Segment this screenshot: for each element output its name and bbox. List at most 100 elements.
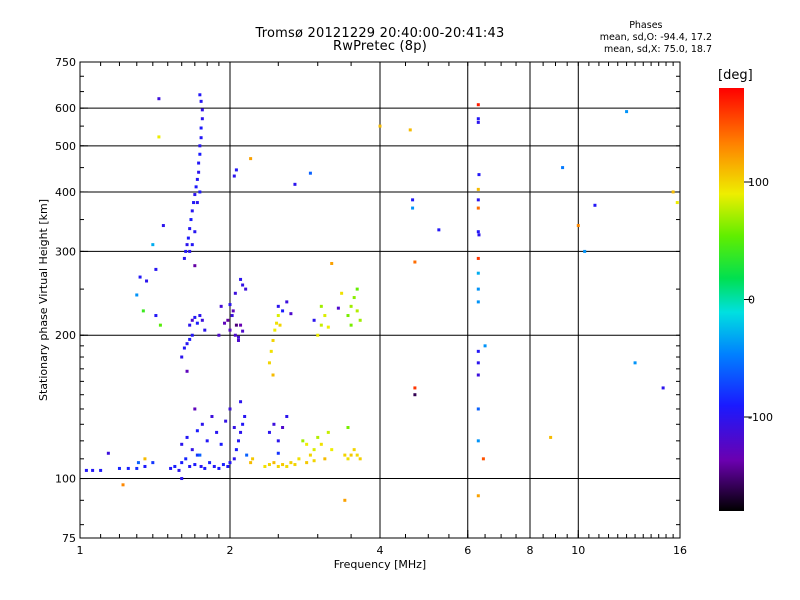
- colorbar-unit: [deg]: [718, 68, 753, 83]
- data-point: [193, 407, 197, 411]
- data-point: [135, 466, 139, 470]
- x-tick-label: 10: [571, 544, 585, 557]
- data-point: [188, 323, 192, 327]
- data-point: [346, 457, 350, 461]
- data-point: [210, 414, 214, 418]
- data-point: [476, 230, 480, 234]
- data-point: [188, 337, 192, 341]
- data-point: [236, 338, 240, 342]
- data-point: [312, 459, 316, 463]
- data-point: [198, 453, 202, 457]
- data-point: [343, 498, 347, 502]
- data-point: [308, 453, 312, 457]
- data-point: [276, 451, 280, 455]
- data-point: [199, 99, 203, 103]
- data-point: [241, 329, 245, 333]
- data-point: [245, 453, 249, 457]
- plot-grid: [80, 62, 680, 538]
- data-point: [561, 166, 565, 170]
- phase-statistics: Phases mean, sd,O: -94.4, 17.2 mean, sd,…: [600, 20, 712, 56]
- data-point: [276, 304, 280, 308]
- data-point: [185, 342, 189, 346]
- data-point: [378, 124, 382, 128]
- data-point: [276, 314, 280, 318]
- data-point: [276, 464, 280, 468]
- data-point: [200, 318, 204, 322]
- data-point: [281, 425, 285, 429]
- x-tick-label: 16: [673, 544, 687, 557]
- data-point: [476, 120, 480, 124]
- data-point: [633, 361, 637, 365]
- data-point: [476, 271, 480, 275]
- data-point: [158, 323, 162, 327]
- y-tick-label: 75: [62, 532, 76, 545]
- data-point: [188, 464, 192, 468]
- data-point: [154, 267, 158, 271]
- data-point: [138, 275, 142, 279]
- data-point: [195, 201, 199, 205]
- data-point: [84, 468, 88, 472]
- data-point: [228, 328, 232, 332]
- data-point: [272, 461, 276, 465]
- data-point: [117, 466, 121, 470]
- data-point: [157, 97, 161, 101]
- data-point: [200, 422, 204, 426]
- data-point: [135, 293, 139, 297]
- y-tick-label: 750: [55, 56, 76, 69]
- data-point: [169, 466, 173, 470]
- chart-subtitle: RwPretec (8p): [333, 39, 427, 54]
- data-point: [99, 468, 103, 472]
- data-point: [249, 157, 253, 161]
- y-tick-label: 500: [55, 140, 76, 153]
- data-point: [194, 185, 198, 189]
- data-point: [411, 206, 415, 210]
- data-point: [199, 136, 203, 140]
- data-point: [193, 230, 197, 234]
- data-point: [106, 451, 110, 455]
- data-point: [358, 457, 362, 461]
- data-point: [205, 439, 209, 443]
- data-point: [352, 448, 356, 452]
- data-point: [336, 306, 340, 310]
- data-point: [185, 369, 189, 373]
- data-points: [84, 93, 679, 502]
- data-point: [251, 457, 255, 461]
- data-point: [198, 314, 202, 318]
- data-point: [193, 315, 197, 319]
- data-point: [190, 209, 194, 213]
- data-point: [182, 256, 186, 260]
- data-point: [231, 309, 235, 313]
- phase-heading: Phases: [629, 20, 663, 31]
- data-point: [239, 323, 243, 327]
- data-point: [184, 249, 188, 253]
- data-point: [301, 439, 305, 443]
- x-tick-label: 1: [77, 544, 84, 557]
- colorbar-tick-label: 100: [748, 176, 769, 189]
- data-point: [330, 261, 334, 265]
- data-point: [192, 201, 196, 205]
- data-point: [190, 318, 194, 322]
- data-point: [241, 422, 245, 426]
- data-point: [305, 461, 309, 465]
- data-point: [346, 425, 350, 429]
- data-point: [91, 468, 95, 472]
- data-point: [476, 187, 480, 191]
- data-point: [319, 442, 323, 446]
- data-point: [293, 182, 297, 186]
- data-point: [236, 335, 240, 339]
- data-point: [136, 461, 140, 465]
- data-point: [549, 435, 553, 439]
- data-point: [413, 386, 417, 390]
- data-point: [343, 453, 347, 457]
- data-point: [177, 468, 181, 472]
- data-point: [173, 464, 177, 468]
- data-point: [272, 422, 276, 426]
- colorbar-tick-label: 0: [748, 294, 755, 307]
- data-point: [349, 304, 353, 308]
- data-point: [198, 152, 202, 156]
- data-point: [233, 333, 237, 337]
- data-point: [476, 103, 480, 107]
- data-point: [293, 463, 297, 467]
- data-point: [319, 304, 323, 308]
- data-point: [195, 453, 199, 457]
